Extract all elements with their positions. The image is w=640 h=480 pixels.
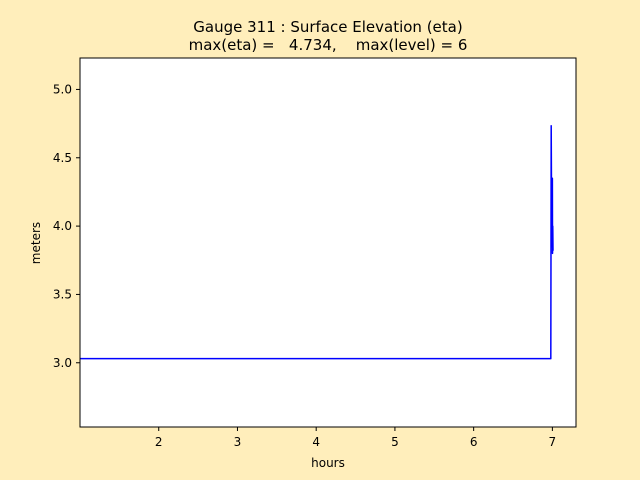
chart-title-line2: max(eta) = 4.734, max(level) = 6 [189, 36, 468, 54]
y-axis: 3.0 3.5 4.0 4.5 5.0 [53, 82, 80, 370]
plot-frame [79, 57, 577, 428]
x-axis: 2 3 4 5 6 7 [155, 427, 556, 449]
chart-title-line1: Gauge 311 : Surface Elevation (eta) [193, 18, 462, 36]
x-tick-label: 7 [549, 435, 557, 449]
plot-area [80, 58, 576, 427]
series-line [80, 125, 554, 360]
x-tick-label: 4 [312, 435, 320, 449]
y-axis-label: meters [29, 222, 43, 264]
y-tick-label: 4.5 [53, 151, 72, 165]
x-tick-label: 6 [470, 435, 478, 449]
x-tick-label: 5 [391, 435, 399, 449]
x-tick-label: 2 [155, 435, 163, 449]
x-axis-label: hours [311, 456, 345, 470]
y-tick-label: 4.0 [53, 219, 72, 233]
y-tick-label: 3.0 [53, 356, 72, 370]
series-layer [80, 125, 554, 360]
y-tick-label: 3.5 [53, 287, 72, 301]
x-tick-label: 3 [234, 435, 242, 449]
y-tick-label: 5.0 [53, 82, 72, 96]
